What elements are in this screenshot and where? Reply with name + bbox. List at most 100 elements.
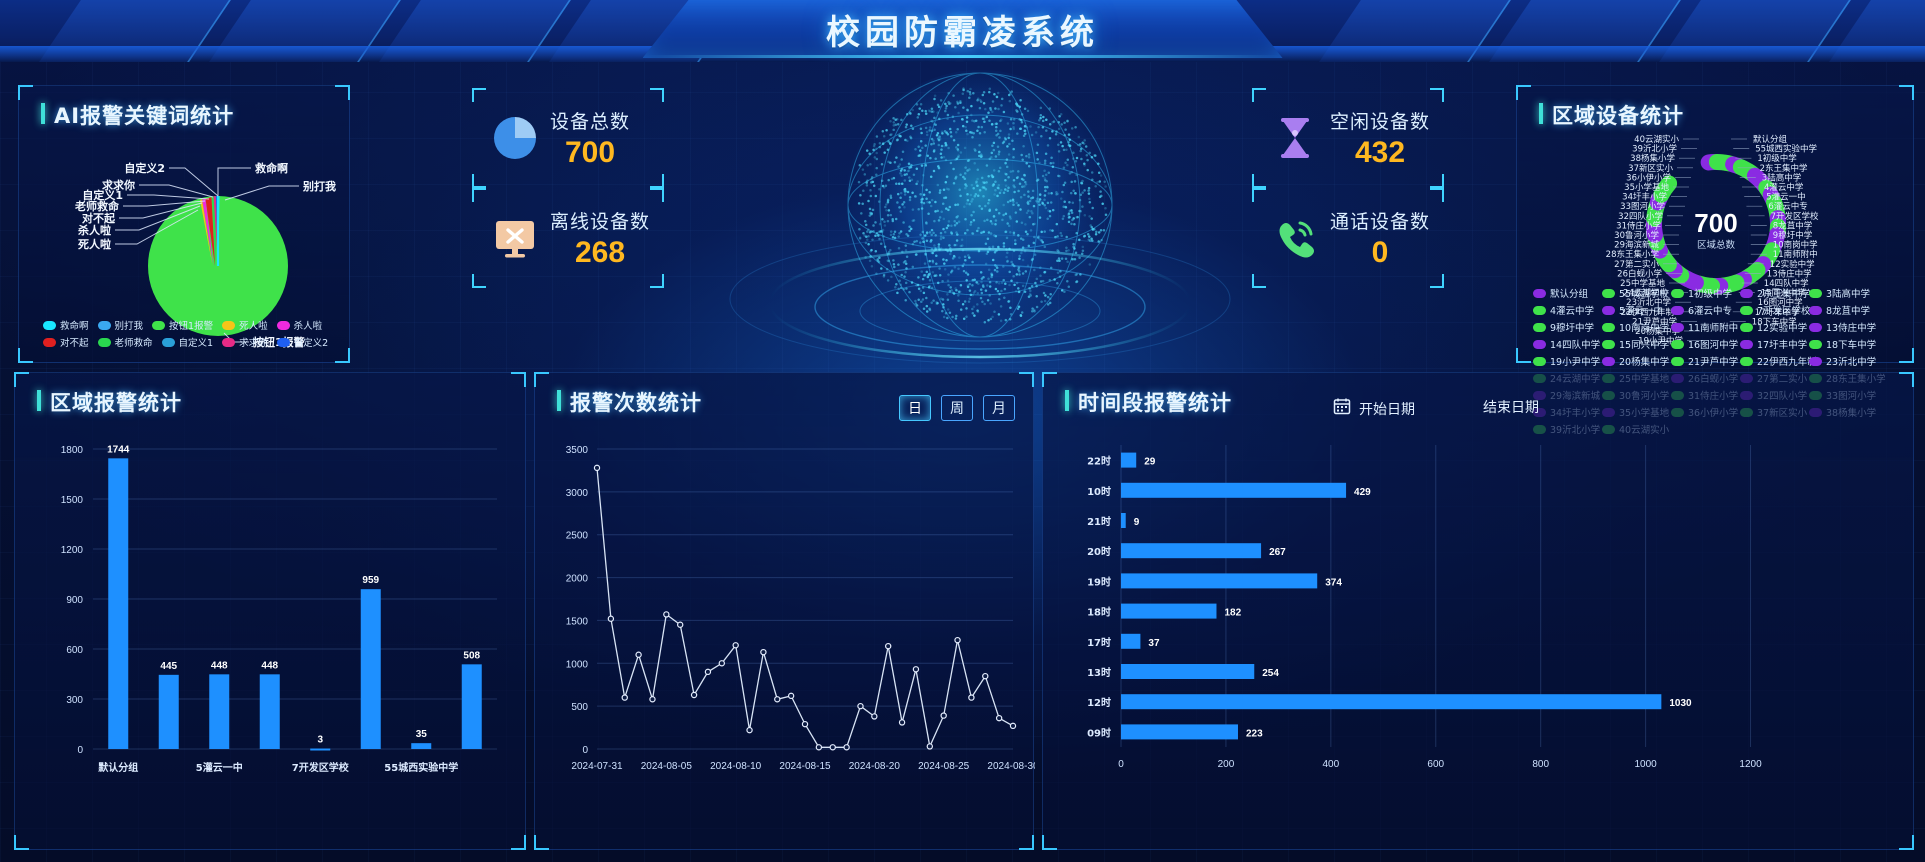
data-point[interactable] <box>650 697 655 702</box>
data-point[interactable] <box>997 716 1002 721</box>
data-point[interactable] <box>816 745 821 750</box>
legend-item[interactable]: 6灌云中专 <box>1671 303 1731 317</box>
data-point[interactable] <box>941 713 946 718</box>
data-point[interactable] <box>969 695 974 700</box>
bar[interactable] <box>1121 453 1136 468</box>
bar[interactable] <box>1121 664 1254 679</box>
bar[interactable] <box>1121 543 1261 558</box>
legend-item[interactable]: 救命啊 <box>43 318 89 332</box>
bar[interactable] <box>310 749 330 751</box>
data-point[interactable] <box>913 667 918 672</box>
data-point[interactable] <box>622 695 627 700</box>
legend-item[interactable]: 7开发区学校 <box>1740 303 1800 317</box>
bar[interactable] <box>1121 724 1238 739</box>
data-point[interactable] <box>789 693 794 698</box>
legend-item[interactable]: 默认分组 <box>1533 286 1593 300</box>
bar[interactable] <box>1121 694 1661 709</box>
legend-item[interactable]: 22伊西九年制 <box>1740 354 1800 368</box>
data-point[interactable] <box>733 643 738 648</box>
legend-item[interactable]: 11南师附中 <box>1671 320 1731 334</box>
legend-item[interactable]: 自定义1 <box>162 335 214 349</box>
tab-week[interactable]: 周 <box>941 395 973 421</box>
legend-item[interactable]: 5灌云一中 <box>1602 303 1662 317</box>
data-point[interactable] <box>691 692 696 697</box>
legend-item[interactable]: 23沂北中学 <box>1809 354 1869 368</box>
data-point[interactable] <box>608 616 613 621</box>
data-point[interactable] <box>747 728 752 733</box>
bar[interactable] <box>1121 513 1126 528</box>
tab-day[interactable]: 日 <box>899 395 931 421</box>
bar[interactable] <box>159 675 179 749</box>
legend-item[interactable]: 15同兴中学 <box>1602 337 1662 351</box>
pie-callout-8: 死人啦 <box>78 237 111 251</box>
bar[interactable] <box>209 674 229 749</box>
legend-item[interactable]: 1初级中学 <box>1671 286 1731 300</box>
data-point[interactable] <box>761 650 766 655</box>
stat-card-calling-devices[interactable]: 通话设备数 0 <box>1252 188 1444 288</box>
legend-item[interactable]: 4灌云中学 <box>1533 303 1593 317</box>
data-point[interactable] <box>830 745 835 750</box>
legend-item[interactable]: 9穆圩中学 <box>1533 320 1593 334</box>
data-point[interactable] <box>872 714 877 719</box>
legend-item[interactable]: 16图河中学 <box>1671 337 1731 351</box>
start-date-picker[interactable]: 开始日期 <box>1333 397 1415 420</box>
legend-item[interactable]: 20杨集中学 <box>1602 354 1662 368</box>
legend-item[interactable]: 8龙苴中学 <box>1809 303 1869 317</box>
legend-item[interactable]: 13侍庄中学 <box>1809 320 1869 334</box>
legend-item[interactable]: 21尹芦中学 <box>1671 354 1731 368</box>
data-point[interactable] <box>844 745 849 750</box>
bar[interactable] <box>411 743 431 749</box>
legend-item[interactable]: 14四队中学 <box>1533 337 1593 351</box>
legend-item[interactable]: 杀人啦 <box>277 318 323 332</box>
data-point[interactable] <box>983 674 988 679</box>
legend-item[interactable]: 老师救命 <box>98 335 153 349</box>
legend-item[interactable]: 18下车中学 <box>1809 337 1869 351</box>
legend-item[interactable]: 17圩丰中学 <box>1740 337 1800 351</box>
stat-card-offline-devices[interactable]: 离线设备数 268 <box>472 188 664 288</box>
legend-item[interactable]: 2东王集中学 <box>1740 286 1800 300</box>
bar[interactable] <box>462 664 482 749</box>
legend-item[interactable]: 求求你 <box>222 335 268 349</box>
legend-swatch <box>222 321 235 330</box>
bar[interactable] <box>1121 634 1140 649</box>
bar[interactable] <box>108 458 128 749</box>
data-point[interactable] <box>719 661 724 666</box>
legend-item[interactable]: 按钮1报警 <box>152 318 213 332</box>
donut-label-left: 29海滨新城 <box>1614 240 1659 251</box>
tab-month[interactable]: 月 <box>983 395 1015 421</box>
data-point[interactable] <box>899 720 904 725</box>
bar[interactable] <box>260 674 280 749</box>
bar[interactable] <box>361 589 381 749</box>
legend-item[interactable]: 55城西学校 <box>1602 286 1662 300</box>
data-point[interactable] <box>858 704 863 709</box>
legend-item[interactable]: 19小尹中学 <box>1533 354 1593 368</box>
legend-item[interactable]: 10南岗中学 <box>1602 320 1662 334</box>
bar[interactable] <box>1121 573 1317 588</box>
data-point[interactable] <box>886 644 891 649</box>
page-title: 校园防霸凌系统 <box>826 5 1099 54</box>
data-point[interactable] <box>678 622 683 627</box>
x-tick: 200 <box>1218 759 1235 770</box>
data-point[interactable] <box>664 612 669 617</box>
legend-item[interactable]: 死人啦 <box>222 318 268 332</box>
legend-item[interactable]: 12实验中学 <box>1740 320 1800 334</box>
data-point[interactable] <box>955 638 960 643</box>
legend-item[interactable]: 3陆高中学 <box>1809 286 1869 300</box>
legend-label: 18下车中学 <box>1826 337 1876 351</box>
data-point[interactable] <box>636 652 641 657</box>
bar[interactable] <box>1121 483 1346 498</box>
bar[interactable] <box>1121 604 1216 619</box>
data-point[interactable] <box>594 465 599 470</box>
data-point[interactable] <box>927 744 932 749</box>
x-tick: 5灌云一中 <box>196 761 243 774</box>
legend-item[interactable]: 自定义2 <box>277 335 329 349</box>
data-point[interactable] <box>775 697 780 702</box>
end-date-picker[interactable]: 结束日期 <box>1483 397 1539 417</box>
data-point[interactable] <box>1010 723 1015 728</box>
data-point[interactable] <box>705 669 710 674</box>
legend-item[interactable]: 对不起 <box>43 335 89 349</box>
stat-card-total-devices[interactable]: 设备总数 700 <box>472 88 664 188</box>
stat-card-idle-devices[interactable]: 空闲设备数 432 <box>1252 88 1444 188</box>
data-point[interactable] <box>802 722 807 727</box>
legend-item[interactable]: 别打我 <box>98 318 144 332</box>
